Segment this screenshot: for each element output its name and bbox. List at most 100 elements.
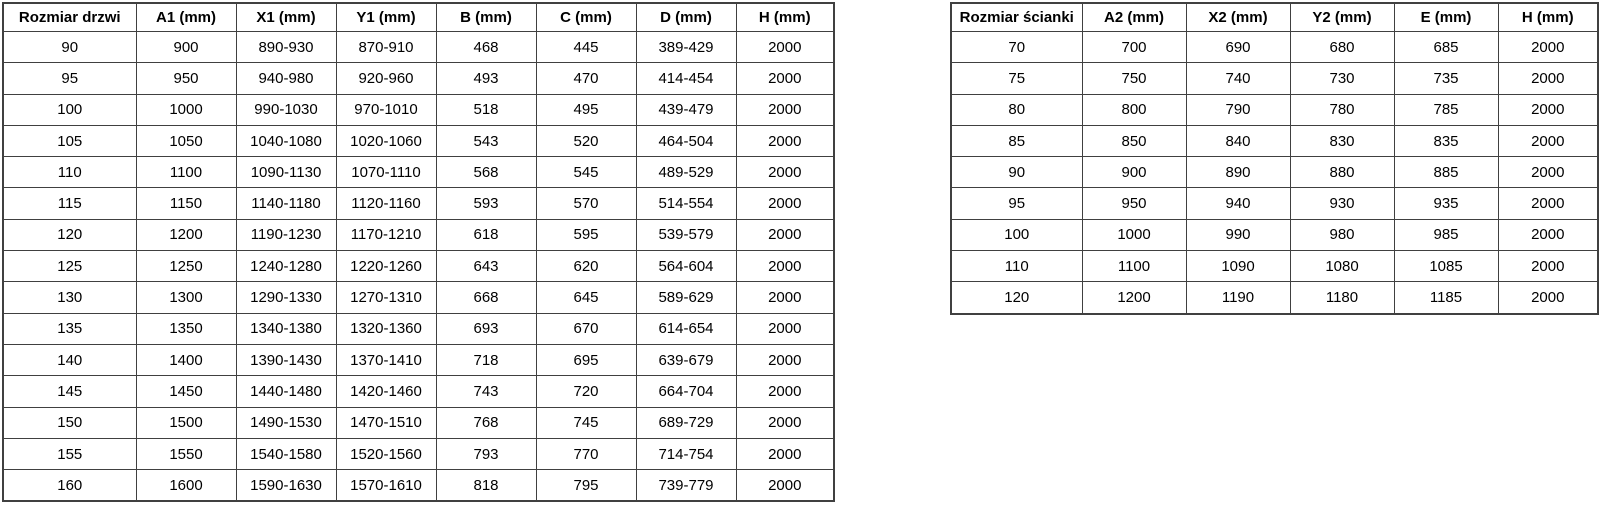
header-cell: Y1 (mm) [335,2,437,32]
table-cell: 743 [435,375,537,408]
table-cell: 950 [135,62,237,95]
table-cell: 1170-1210 [335,218,437,252]
table-row: 150 1500 1490-1530 1470-1510 768 745 689-729 20… [2,406,835,439]
table-cell: 75 [950,62,1083,95]
table-cell: 520 [535,124,637,158]
table-cell: 160 [2,469,137,502]
table-cell: 985 [1393,218,1499,252]
table-cell: 2000 [1497,250,1599,283]
table-cell: 840 [1185,124,1291,158]
table-cell: 2000 [1497,124,1599,158]
table-cell: 739-779 [635,469,737,502]
table-cell: 885 [1393,156,1499,189]
table-cell: 1590-1630 [235,469,337,502]
table-row: 130 1300 1290-1330 1270-1310 668 645 589-629 20… [2,281,835,314]
table-cell: 1500 [135,406,237,439]
table-row: 75 750 740 730 735 2000 [950,62,1599,95]
table-cell: 2000 [735,218,835,252]
table-cell: 1200 [135,218,237,252]
table-cell: 445 [535,30,637,64]
table-cell: 990-1030 [235,93,337,126]
table-cell: 785 [1393,93,1499,126]
table-cell: 1050 [135,124,237,158]
table-cell: 990 [1185,218,1291,252]
table-cell: 1150 [135,187,237,220]
table-cell: 770 [535,437,637,471]
header-row: Rozmiar drzwi A1 (mm) X1 (mm) Y1 (mm) B (mm)… [2,2,835,32]
table-cell: 120 [2,218,137,252]
table-cell: 980 [1289,218,1395,252]
table-row: 110 1100 1090 1080 1085 2000 [950,250,1599,283]
table-cell: 1085 [1393,250,1499,283]
table-cell: 2000 [735,250,835,283]
table-row: 85 850 840 830 835 2000 [950,124,1599,158]
table-cell: 970-1010 [335,93,437,126]
table-cell: 768 [435,406,537,439]
table-row: 90 900 890 880 885 2000 [950,156,1599,189]
table-cell: 830 [1289,124,1395,158]
table-cell: 518 [435,93,537,126]
table-cell: 920-960 [335,62,437,95]
header-cell: H (mm) [735,2,835,32]
table-cell: 564-604 [635,250,737,283]
table-cell: 850 [1081,124,1187,158]
table-cell: 800 [1081,93,1187,126]
table-cell: 695 [535,343,637,377]
table-row: 145 1450 1440-1480 1420-1460 743 720 664-704 20… [2,375,835,408]
table-cell: 389-429 [635,30,737,64]
table-cell: 818 [435,469,537,502]
header-cell: A1 (mm) [135,2,237,32]
table-cell: 2000 [735,375,835,408]
table-cell: 539-579 [635,218,737,252]
table-row: 125 1250 1240-1280 1220-1260 643 620 564-604 20… [2,250,835,283]
header-cell: H (mm) [1497,2,1599,32]
table-cell: 735 [1393,62,1499,95]
table-cell: 95 [2,62,137,95]
door-size-table: Rozmiar drzwi A1 (mm) X1 (mm) Y1 (mm) B (mm)… [2,2,835,503]
table-row: 115 1150 1140-1180 1120-1160 593 570 514-554 20… [2,187,835,220]
table-cell: 1185 [1393,281,1499,315]
table-cell: 693 [435,312,537,345]
table-cell: 745 [535,406,637,439]
table-cell: 1540-1580 [235,437,337,471]
table-cell: 880 [1289,156,1395,189]
table-cell: 1570-1610 [335,469,437,502]
table-cell: 489-529 [635,156,737,189]
table-cell: 2000 [735,156,835,189]
table-cell: 620 [535,250,637,283]
table-row: 70 700 690 680 685 2000 [950,30,1599,64]
table-cell: 2000 [735,437,835,471]
table-row: 155 1550 1540-1580 1520-1560 793 770 714-754 20… [2,437,835,471]
table-cell: 718 [435,343,537,377]
table-cell: 468 [435,30,537,64]
table-cell: 155 [2,437,137,471]
table-cell: 110 [2,156,137,189]
table-cell: 1290-1330 [235,281,337,314]
table-cell: 793 [435,437,537,471]
table-cell: 1420-1460 [335,375,437,408]
table-cell: 1090-1130 [235,156,337,189]
table-cell: 593 [435,187,537,220]
table-cell: 2000 [1497,62,1599,95]
table-cell: 870-910 [335,30,437,64]
table-cell: 614-654 [635,312,737,345]
table-cell: 618 [435,218,537,252]
table-cell: 100 [2,93,137,126]
table-row: 90 900 890-930 870-910 468 445 389-429 2000 [2,30,835,64]
table-cell: 110 [950,250,1083,283]
table-cell: 935 [1393,187,1499,220]
header-cell: Rozmiar ścianki [950,2,1083,32]
table-cell: 543 [435,124,537,158]
table-row: 160 1600 1590-1630 1570-1610 818 795 739-779 20… [2,469,835,502]
table-cell: 1120-1160 [335,187,437,220]
table-cell: 120 [950,281,1083,315]
table-cell: 514-554 [635,187,737,220]
header-cell: B (mm) [435,2,537,32]
table-cell: 1340-1380 [235,312,337,345]
table-cell: 2000 [735,343,835,377]
table-cell: 1220-1260 [335,250,437,283]
table-cell: 750 [1081,62,1187,95]
table-cell: 940-980 [235,62,337,95]
table-row: 105 1050 1040-1080 1020-1060 543 520 464-504 20… [2,124,835,158]
table-cell: 125 [2,250,137,283]
